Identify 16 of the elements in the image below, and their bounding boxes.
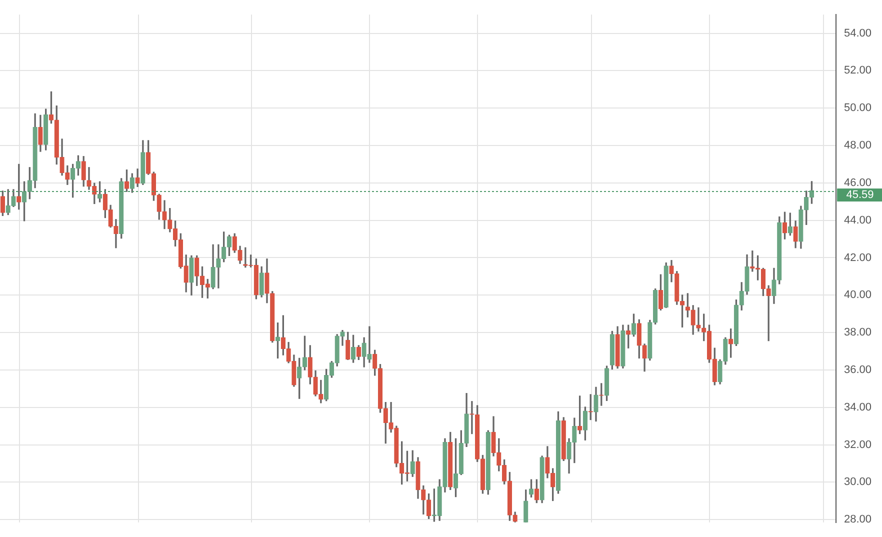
y-tick-label: 34.00 bbox=[844, 401, 872, 414]
y-tick-label: 42.00 bbox=[844, 252, 872, 264]
y-tick-label: 28.00 bbox=[844, 514, 872, 526]
y-tick-label: 54.00 bbox=[844, 27, 872, 40]
candlestick bbox=[696, 307, 701, 332]
y-tick-label: 52.00 bbox=[844, 64, 872, 77]
ref-line-label: 45.59 bbox=[846, 189, 874, 202]
y-tick-label: 50.00 bbox=[844, 102, 872, 114]
y-tick-label: 44.00 bbox=[844, 214, 872, 226]
y-tick-label: 36.00 bbox=[844, 364, 872, 376]
y-tick-label: 32.00 bbox=[844, 438, 872, 451]
y-tick-label: 40.00 bbox=[844, 289, 872, 302]
y-tick-label: 38.00 bbox=[844, 326, 872, 339]
y-tick-label: 48.00 bbox=[844, 140, 872, 152]
y-tick-label: 46.00 bbox=[844, 176, 872, 189]
y-tick-label: 30.00 bbox=[844, 476, 872, 488]
